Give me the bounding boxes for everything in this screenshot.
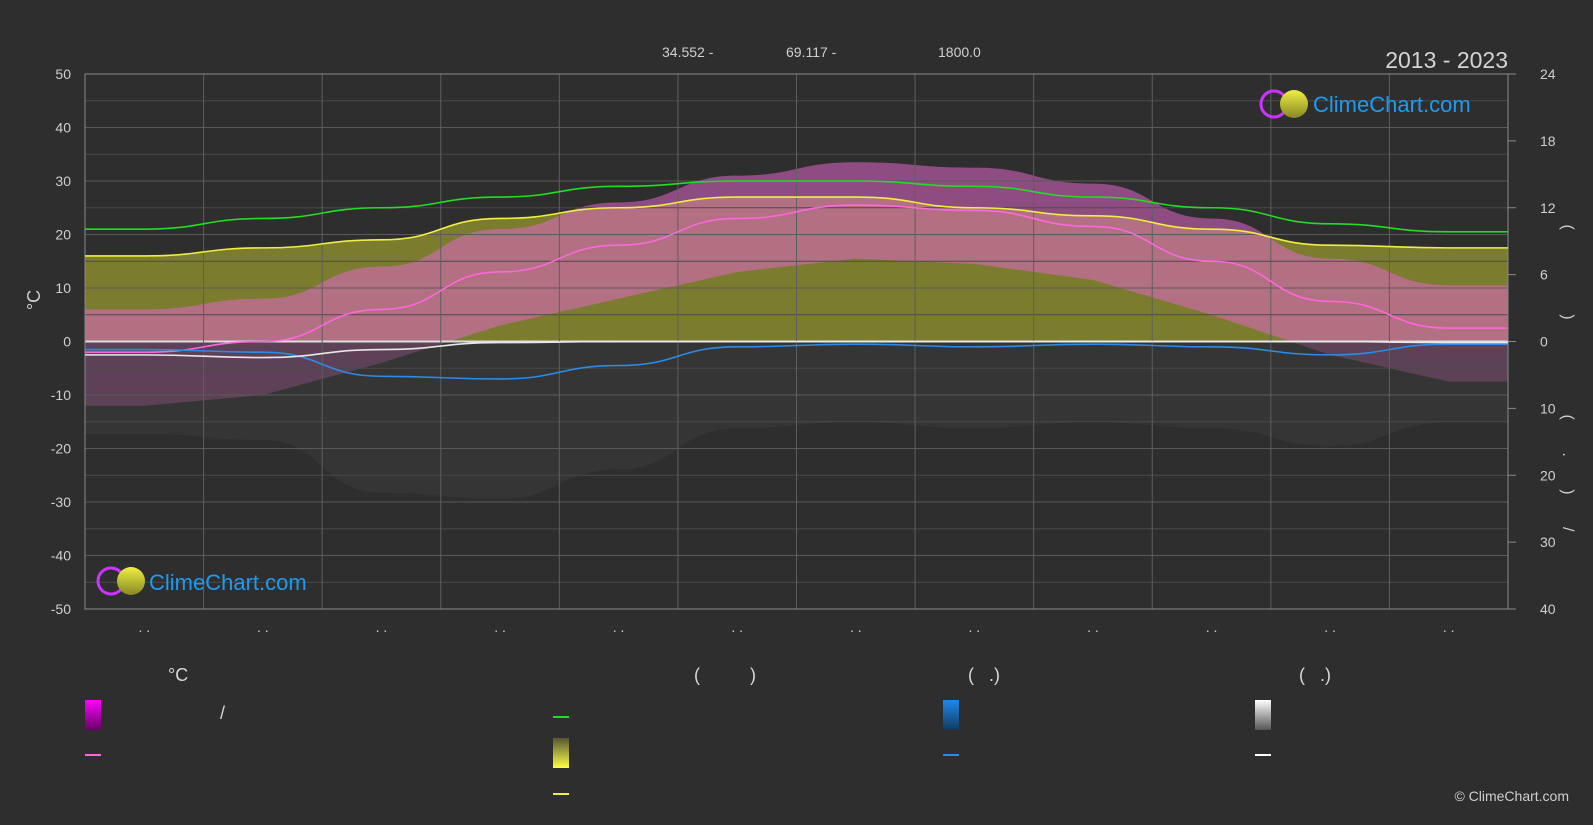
x-tick-label: . . bbox=[494, 619, 506, 635]
y-right-lower-tick-label: 40 bbox=[1540, 601, 1556, 617]
legend-sunshine-swatch bbox=[553, 738, 569, 768]
legend-col1-title: °C bbox=[168, 665, 189, 685]
legend-temp-line-swatch bbox=[85, 754, 101, 756]
legend-sunshine-line-swatch bbox=[553, 793, 569, 795]
y-left-tick-label: 30 bbox=[55, 173, 71, 189]
y-left-tick-label: -40 bbox=[51, 548, 71, 564]
logo-bottom: ClimeChart.com bbox=[96, 566, 307, 596]
y-left-tick-label: -50 bbox=[51, 601, 71, 617]
series-line-2 bbox=[85, 204, 1508, 354]
y-left-tick-label: 0 bbox=[63, 334, 71, 350]
logo-sun-icon bbox=[117, 567, 145, 595]
x-tick-label: . . bbox=[1443, 619, 1455, 635]
y-left-tick-label: 10 bbox=[55, 280, 71, 296]
x-tick-label: . . bbox=[138, 619, 150, 635]
coordinate-lon: 69.117 - bbox=[786, 44, 837, 60]
y-right-upper-tick-label: 12 bbox=[1540, 200, 1556, 216]
y-right-upper-tick-label: 6 bbox=[1540, 267, 1548, 283]
y-right-upper-tick-label: 18 bbox=[1540, 133, 1556, 149]
series-line-3 bbox=[85, 343, 1508, 380]
legend-col1-item-label: / bbox=[220, 703, 226, 723]
legend-temp-range-swatch bbox=[85, 700, 101, 730]
logo-top-text: ClimeChart.com bbox=[1313, 92, 1471, 117]
y-axis-right-lower-label: ( . ) / bbox=[1559, 415, 1576, 546]
y-axis-left-label: °C bbox=[24, 290, 44, 310]
legend-col4-title: ( .) bbox=[1299, 665, 1331, 685]
y-left-tick-label: 50 bbox=[55, 66, 71, 82]
series-line-4 bbox=[85, 340, 1508, 359]
legend-snow-swatch bbox=[1255, 700, 1271, 730]
y-right-lower-tick-label: 20 bbox=[1540, 467, 1556, 483]
legend-col3-title: ( .) bbox=[968, 665, 1000, 685]
coordinate-lat: 34.552 - bbox=[662, 44, 714, 60]
legend-col2-title: ( ) bbox=[694, 665, 756, 685]
x-tick-label: . . bbox=[731, 619, 743, 635]
legend-daylight-line-swatch bbox=[553, 716, 569, 718]
logo-sun-icon bbox=[1280, 90, 1308, 118]
y-right-upper-tick-label: 0 bbox=[1540, 334, 1548, 350]
period-title: 2013 - 2023 bbox=[1385, 47, 1508, 73]
x-tick-label: . . bbox=[1324, 619, 1336, 635]
x-tick-label: . . bbox=[613, 619, 625, 635]
y-left-tick-label: 20 bbox=[55, 227, 71, 243]
logo-top: ClimeChart.com bbox=[1259, 89, 1471, 119]
copyright: © ClimeChart.com bbox=[1454, 788, 1569, 804]
y-left-tick-label: -30 bbox=[51, 494, 71, 510]
x-tick-label: . . bbox=[376, 619, 388, 635]
logo-bottom-text: ClimeChart.com bbox=[149, 570, 307, 595]
x-tick-label: . . bbox=[850, 619, 862, 635]
x-tick-label: . . bbox=[1087, 619, 1099, 635]
y-left-tick-label: -20 bbox=[51, 441, 71, 457]
y-left-tick-label: -10 bbox=[51, 387, 71, 403]
legend-rain-line-swatch bbox=[943, 754, 959, 756]
series-line-0 bbox=[85, 180, 1508, 233]
series-line-1 bbox=[85, 196, 1508, 257]
y-axis-right-upper-label: ( ) bbox=[1559, 224, 1576, 359]
x-tick-label: . . bbox=[1206, 619, 1218, 635]
legend-snow-line-swatch bbox=[1255, 754, 1271, 756]
elevation: 1800.0 bbox=[938, 44, 981, 60]
y-right-lower-tick-label: 30 bbox=[1540, 534, 1556, 550]
x-tick-label: . . bbox=[257, 619, 269, 635]
y-right-lower-tick-label: 10 bbox=[1540, 400, 1556, 416]
x-tick-label: . . bbox=[969, 619, 981, 635]
legend-rain-swatch bbox=[943, 700, 959, 730]
y-right-upper-tick-label: 24 bbox=[1540, 66, 1556, 82]
y-left-tick-label: 40 bbox=[55, 120, 71, 136]
